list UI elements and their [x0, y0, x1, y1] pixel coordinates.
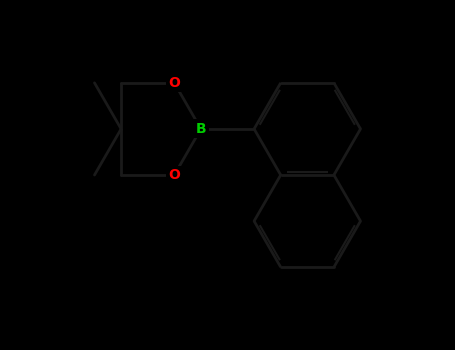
Text: O: O: [168, 76, 180, 90]
Text: B: B: [196, 122, 206, 136]
Text: O: O: [168, 168, 180, 182]
